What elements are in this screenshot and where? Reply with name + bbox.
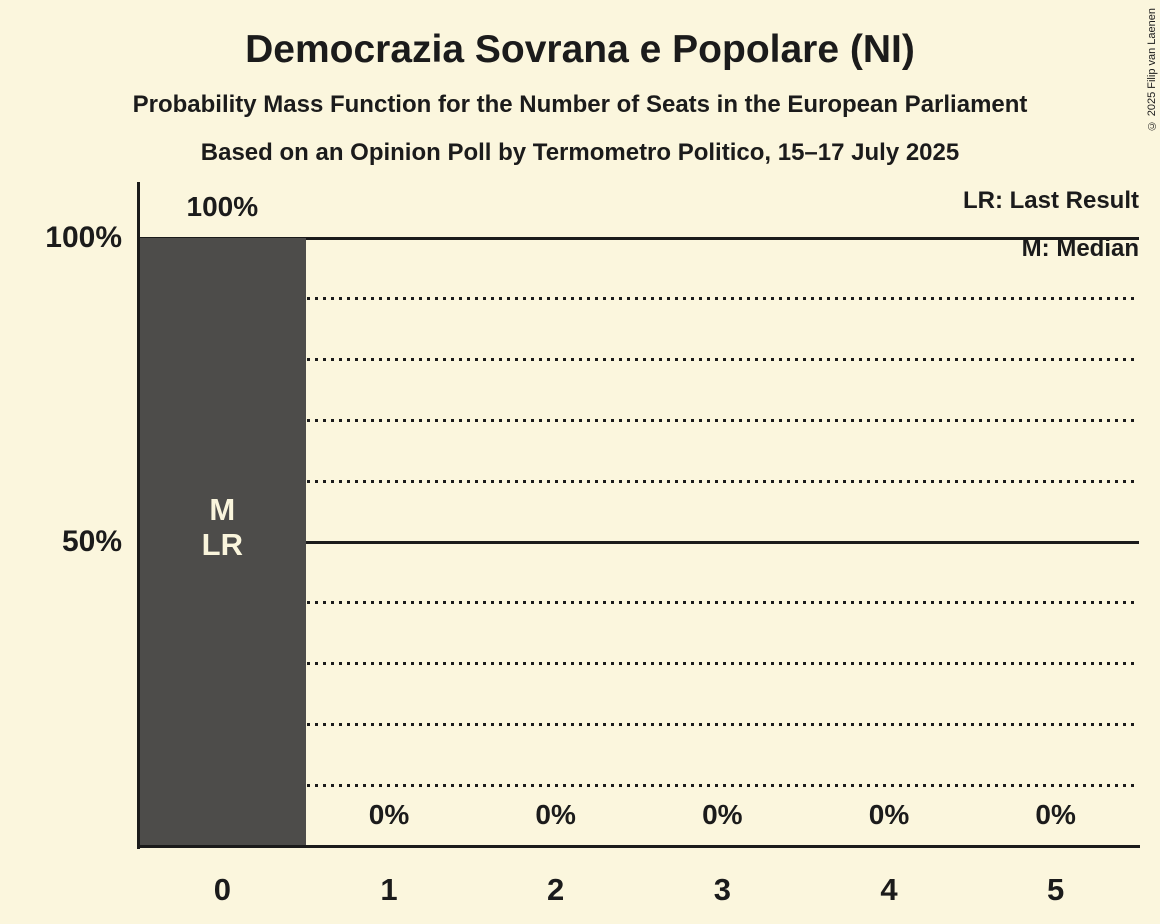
- gridline-30pct: [139, 662, 1139, 666]
- gridline-80pct: [139, 358, 1139, 362]
- x-axis-line: [137, 845, 1140, 848]
- bar-seat-0: [139, 238, 306, 846]
- gridline-10pct: [139, 783, 1139, 787]
- y-axis-line: [137, 182, 140, 849]
- chart-subtitle: Probability Mass Function for the Number…: [132, 91, 1028, 118]
- median-last-result-annotation: M LR: [201, 492, 243, 562]
- x-axis-label-5: 5: [1047, 872, 1065, 907]
- x-axis-label-4: 4: [880, 872, 898, 907]
- poll-source-line: Based on an Opinion Poll by Termometro P…: [200, 139, 960, 166]
- gridline-20pct: [139, 722, 1139, 726]
- x-axis-label-1: 1: [380, 872, 398, 907]
- bar-value-label-5: 0%: [1035, 799, 1076, 830]
- gridline-40pct: [139, 601, 1139, 605]
- gridline-100pct: [139, 236, 1139, 240]
- y-axis-label-50: 50%: [61, 525, 122, 558]
- bar-value-label-2: 0%: [535, 799, 576, 830]
- y-axis-label-100: 100%: [45, 221, 122, 254]
- legend-median: M: Median: [1021, 235, 1139, 262]
- legend-last-result: LR: Last Result: [962, 187, 1139, 214]
- gridline-90pct: [139, 297, 1139, 301]
- chart-title: Democrazia Sovrana e Popolare (NI): [245, 28, 915, 71]
- x-axis-label-3: 3: [713, 872, 731, 907]
- bar-value-label-0: 100%: [186, 191, 259, 222]
- gridline-50pct: [139, 540, 1139, 544]
- x-axis-label-0: 0: [213, 872, 231, 907]
- x-axis-label-2: 2: [547, 872, 565, 907]
- gridline-70pct: [139, 418, 1139, 422]
- gridline-60pct: [139, 479, 1139, 483]
- bar-value-label-4: 0%: [868, 799, 910, 830]
- bar-value-label-1: 0%: [368, 799, 410, 830]
- bar-value-label-3: 0%: [702, 799, 743, 830]
